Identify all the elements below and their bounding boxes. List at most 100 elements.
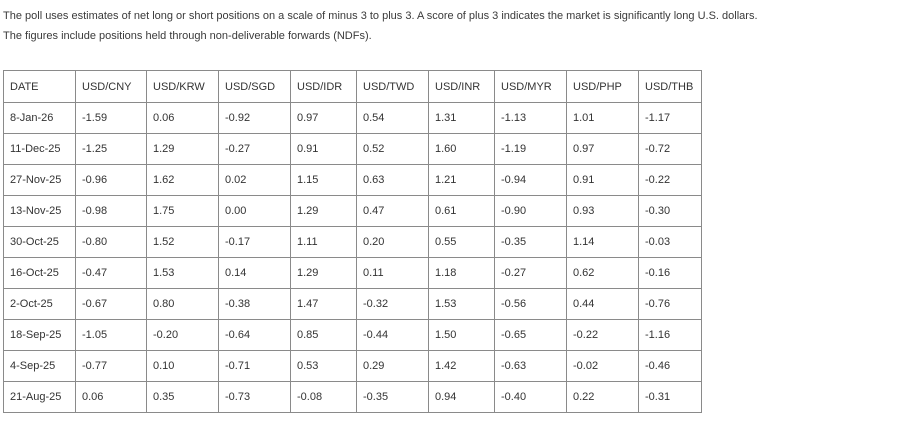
position-cell: -0.47	[75, 257, 147, 289]
date-cell: 11-Dec-25	[3, 133, 76, 165]
position-cell: -0.76	[638, 288, 702, 320]
position-cell: 0.10	[146, 350, 219, 382]
date-cell: 21-Aug-25	[3, 381, 76, 413]
position-cell: 1.18	[428, 257, 495, 289]
table-row: 2-Oct-25 -0.67 0.80 -0.38 1.47 -0.32 1.53 -0.56…	[3, 288, 702, 320]
table-header: DATE USD/CNY USD/KRW USD/SGD USD/IDR USD/TWD U…	[3, 70, 702, 103]
column-header-usd-twd: USD/TWD	[356, 70, 429, 103]
position-cell: -0.17	[218, 226, 291, 258]
position-cell: -0.56	[494, 288, 567, 320]
date-cell: 4-Sep-25	[3, 350, 76, 382]
position-cell: -0.32	[356, 288, 429, 320]
date-cell: 18-Sep-25	[3, 319, 76, 351]
position-cell: 1.53	[428, 288, 495, 320]
position-cell: -0.03	[638, 226, 702, 258]
table-row: 11-Dec-25 -1.25 1.29 -0.27 0.91 0.52 1.60 -1.19…	[3, 133, 702, 165]
position-cell: 1.75	[146, 195, 219, 227]
position-cell: 1.53	[146, 257, 219, 289]
table-row: 16-Oct-25 -0.47 1.53 0.14 1.29 0.11 1.18 -0.27 0…	[3, 257, 702, 289]
position-cell: -1.05	[75, 319, 147, 351]
position-cell: -0.31	[638, 381, 702, 413]
position-cell: 0.61	[428, 195, 495, 227]
position-cell: 0.14	[218, 257, 291, 289]
date-cell: 27-Nov-25	[3, 164, 76, 196]
position-cell: 0.97	[290, 102, 357, 134]
position-cell: 1.52	[146, 226, 219, 258]
intro-line-ndf: The figures include positions held throu…	[3, 30, 372, 42]
position-cell: 1.11	[290, 226, 357, 258]
intro-line-scale: The poll uses estimates of net long or s…	[3, 10, 758, 22]
position-cell: -0.16	[638, 257, 702, 289]
position-cell: -1.25	[75, 133, 147, 165]
position-cell: 0.62	[566, 257, 639, 289]
position-cell: 0.80	[146, 288, 219, 320]
position-cell: 0.06	[146, 102, 219, 134]
table-row: 30-Oct-25 -0.80 1.52 -0.17 1.11 0.20 0.55 -0.35…	[3, 226, 702, 258]
table-row: 18-Sep-25 -1.05 -0.20 -0.64 0.85 -0.44 1.50 -0.…	[3, 319, 702, 351]
date-cell: 16-Oct-25	[3, 257, 76, 289]
position-cell: -1.13	[494, 102, 567, 134]
position-cell: -1.59	[75, 102, 147, 134]
position-cell: -0.30	[638, 195, 702, 227]
table-row: 4-Sep-25 -0.77 0.10 -0.71 0.53 0.29 1.42 -0.63-…	[3, 350, 702, 382]
position-cell: 1.60	[428, 133, 495, 165]
position-cell: 0.11	[356, 257, 429, 289]
position-cell: 0.97	[566, 133, 639, 165]
position-cell: -0.22	[566, 319, 639, 351]
table-row: 21-Aug-25 0.06 0.35 -0.73 -0.08 -0.35 0.94 -0.4…	[3, 381, 702, 413]
position-cell: -0.35	[356, 381, 429, 413]
position-cell: -0.92	[218, 102, 291, 134]
position-cell: -1.19	[494, 133, 567, 165]
table-row: 13-Nov-25 -0.98 1.75 0.00 1.29 0.47 0.61 -0.90 0…	[3, 195, 702, 227]
position-cell: -0.73	[218, 381, 291, 413]
position-cell: 0.94	[428, 381, 495, 413]
position-cell: 0.00	[218, 195, 291, 227]
column-header-usd-cny: USD/CNY	[75, 70, 147, 103]
position-cell: 0.02	[218, 164, 291, 196]
position-cell: 0.85	[290, 319, 357, 351]
position-cell: -0.22	[638, 164, 702, 196]
position-cell: 1.14	[566, 226, 639, 258]
position-cell: -0.02	[566, 350, 639, 382]
position-cell: -0.94	[494, 164, 567, 196]
position-cell: -0.38	[218, 288, 291, 320]
date-cell: 30-Oct-25	[3, 226, 76, 258]
column-header-usd-inr: USD/INR	[428, 70, 495, 103]
column-header-usd-idr: USD/IDR	[290, 70, 357, 103]
position-cell: 1.29	[146, 133, 219, 165]
position-cell: -0.46	[638, 350, 702, 382]
position-cell: 1.21	[428, 164, 495, 196]
position-cell: 0.54	[356, 102, 429, 134]
position-cell: -0.71	[218, 350, 291, 382]
position-cell: 0.29	[356, 350, 429, 382]
position-cell: -0.20	[146, 319, 219, 351]
position-cell: 0.53	[290, 350, 357, 382]
position-cell: 1.62	[146, 164, 219, 196]
position-cell: -0.72	[638, 133, 702, 165]
position-cell: 0.93	[566, 195, 639, 227]
column-header-usd-krw: USD/KRW	[146, 70, 219, 103]
position-cell: -0.27	[494, 257, 567, 289]
column-header-usd-php: USD/PHP	[566, 70, 639, 103]
date-cell: 2-Oct-25	[3, 288, 76, 320]
position-cell: 0.06	[75, 381, 147, 413]
position-cell: -0.27	[218, 133, 291, 165]
position-cell: 0.55	[428, 226, 495, 258]
position-cell: -0.35	[494, 226, 567, 258]
column-header-usd-sgd: USD/SGD	[218, 70, 291, 103]
position-cell: 0.91	[566, 164, 639, 196]
position-cell: 1.42	[428, 350, 495, 382]
intro-text: The poll uses estimates of net long or s…	[3, 6, 758, 46]
date-cell: 8-Jan-26	[3, 102, 76, 134]
position-cell: 0.20	[356, 226, 429, 258]
table-row: 27-Nov-25 -0.96 1.62 0.02 1.15 0.63 1.21 -0.94 0…	[3, 164, 702, 196]
position-cell: -1.16	[638, 319, 702, 351]
position-cell: 0.44	[566, 288, 639, 320]
header-row: DATE USD/CNY USD/KRW USD/SGD USD/IDR USD/TWD U…	[3, 70, 702, 103]
position-cell: -0.77	[75, 350, 147, 382]
position-cell: 1.29	[290, 257, 357, 289]
table-body: 8-Jan-26 -1.59 0.06 -0.92 0.97 0.54 1.31 -1.13 1…	[3, 102, 702, 413]
position-cell: -1.17	[638, 102, 702, 134]
position-cell: -0.90	[494, 195, 567, 227]
position-cell: 1.50	[428, 319, 495, 351]
